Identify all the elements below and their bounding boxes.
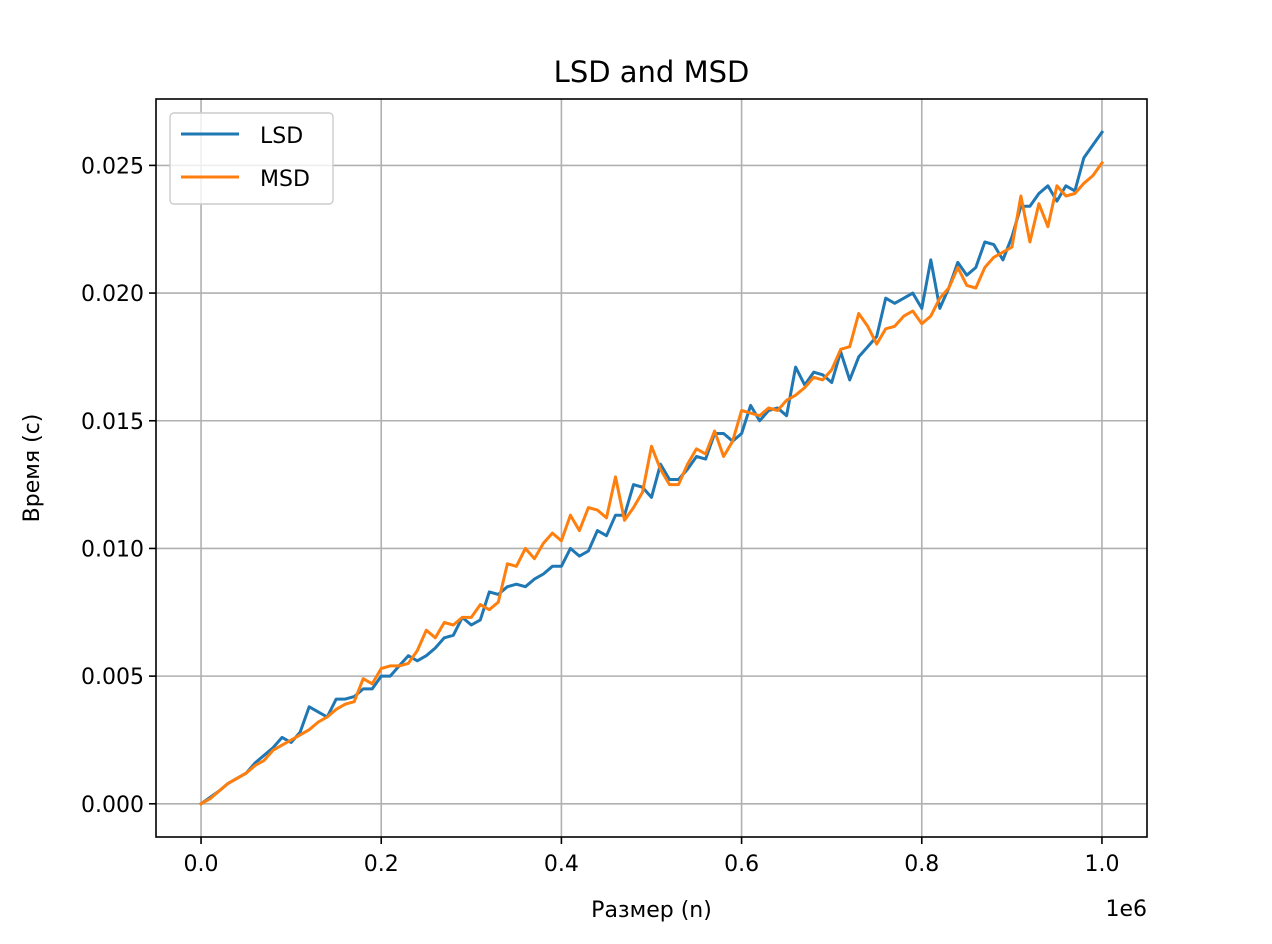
x-tick-label: 0.6 (724, 852, 759, 877)
series-line-msd (198, 160, 1105, 806)
x-tick-label: 0.8 (904, 852, 939, 877)
legend-box (169, 112, 334, 205)
y-tick-label: 0.010 (81, 537, 144, 562)
x-tick-label: 0.0 (184, 852, 219, 877)
axis-ticks: 0.0 0.2 0.4 0.6 0.8 1.0 0.000 0.005 0.010 0.015 0.… (81, 154, 1119, 877)
series-lines (198, 130, 1105, 806)
legend-lsd-label: LSD (260, 124, 303, 149)
legend-msd-label: MSD (260, 167, 310, 192)
grid-lines (156, 99, 1147, 837)
y-tick-label: 0.025 (81, 154, 144, 179)
x-axis-label: Размер (n) (591, 898, 712, 923)
y-tick-label: 0.000 (81, 793, 144, 818)
y-tick-label: 0.020 (81, 282, 144, 307)
y-tick-label: 0.005 (81, 665, 144, 690)
chart-title: LSD and MSD (554, 55, 750, 89)
y-tick-label: 0.015 (81, 410, 144, 435)
x-tick-label: 0.4 (544, 852, 579, 877)
plot-area-frame (155, 98, 1148, 838)
x-tick-label: 0.2 (364, 852, 399, 877)
y-axis-label: Время (c) (20, 414, 45, 523)
x-axis-offset-label: 1e6 (1105, 897, 1147, 922)
x-tick-label: 1.0 (1084, 852, 1119, 877)
legend: LSD MSD (169, 112, 334, 205)
